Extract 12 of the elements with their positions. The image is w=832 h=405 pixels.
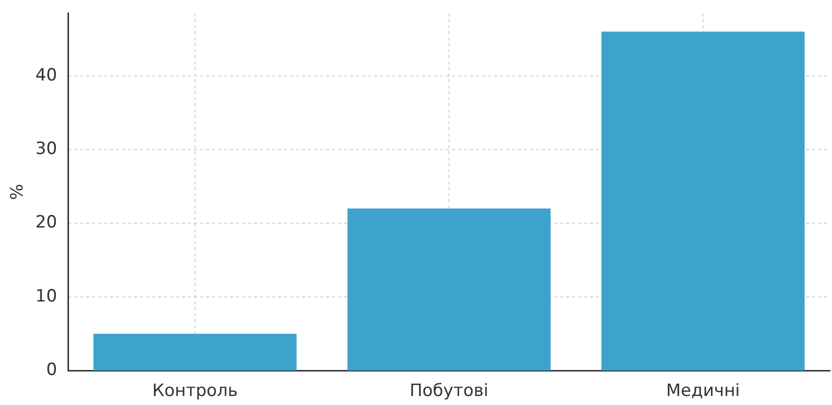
y-tick-label: 40 [35, 65, 58, 86]
y-axis-title: % [8, 184, 28, 200]
y-tick-label: 10 [35, 286, 58, 306]
y-tick-label: 30 [35, 138, 58, 159]
bar [347, 208, 551, 371]
x-tick-label: Побутові [410, 381, 488, 402]
bar [93, 334, 297, 371]
x-tick-label: Контроль [152, 381, 238, 402]
y-tick-label: 20 [35, 212, 58, 233]
y-tick-label: 0 [46, 360, 58, 380]
x-tick-label: Медичні [666, 381, 740, 402]
bar [601, 32, 805, 371]
